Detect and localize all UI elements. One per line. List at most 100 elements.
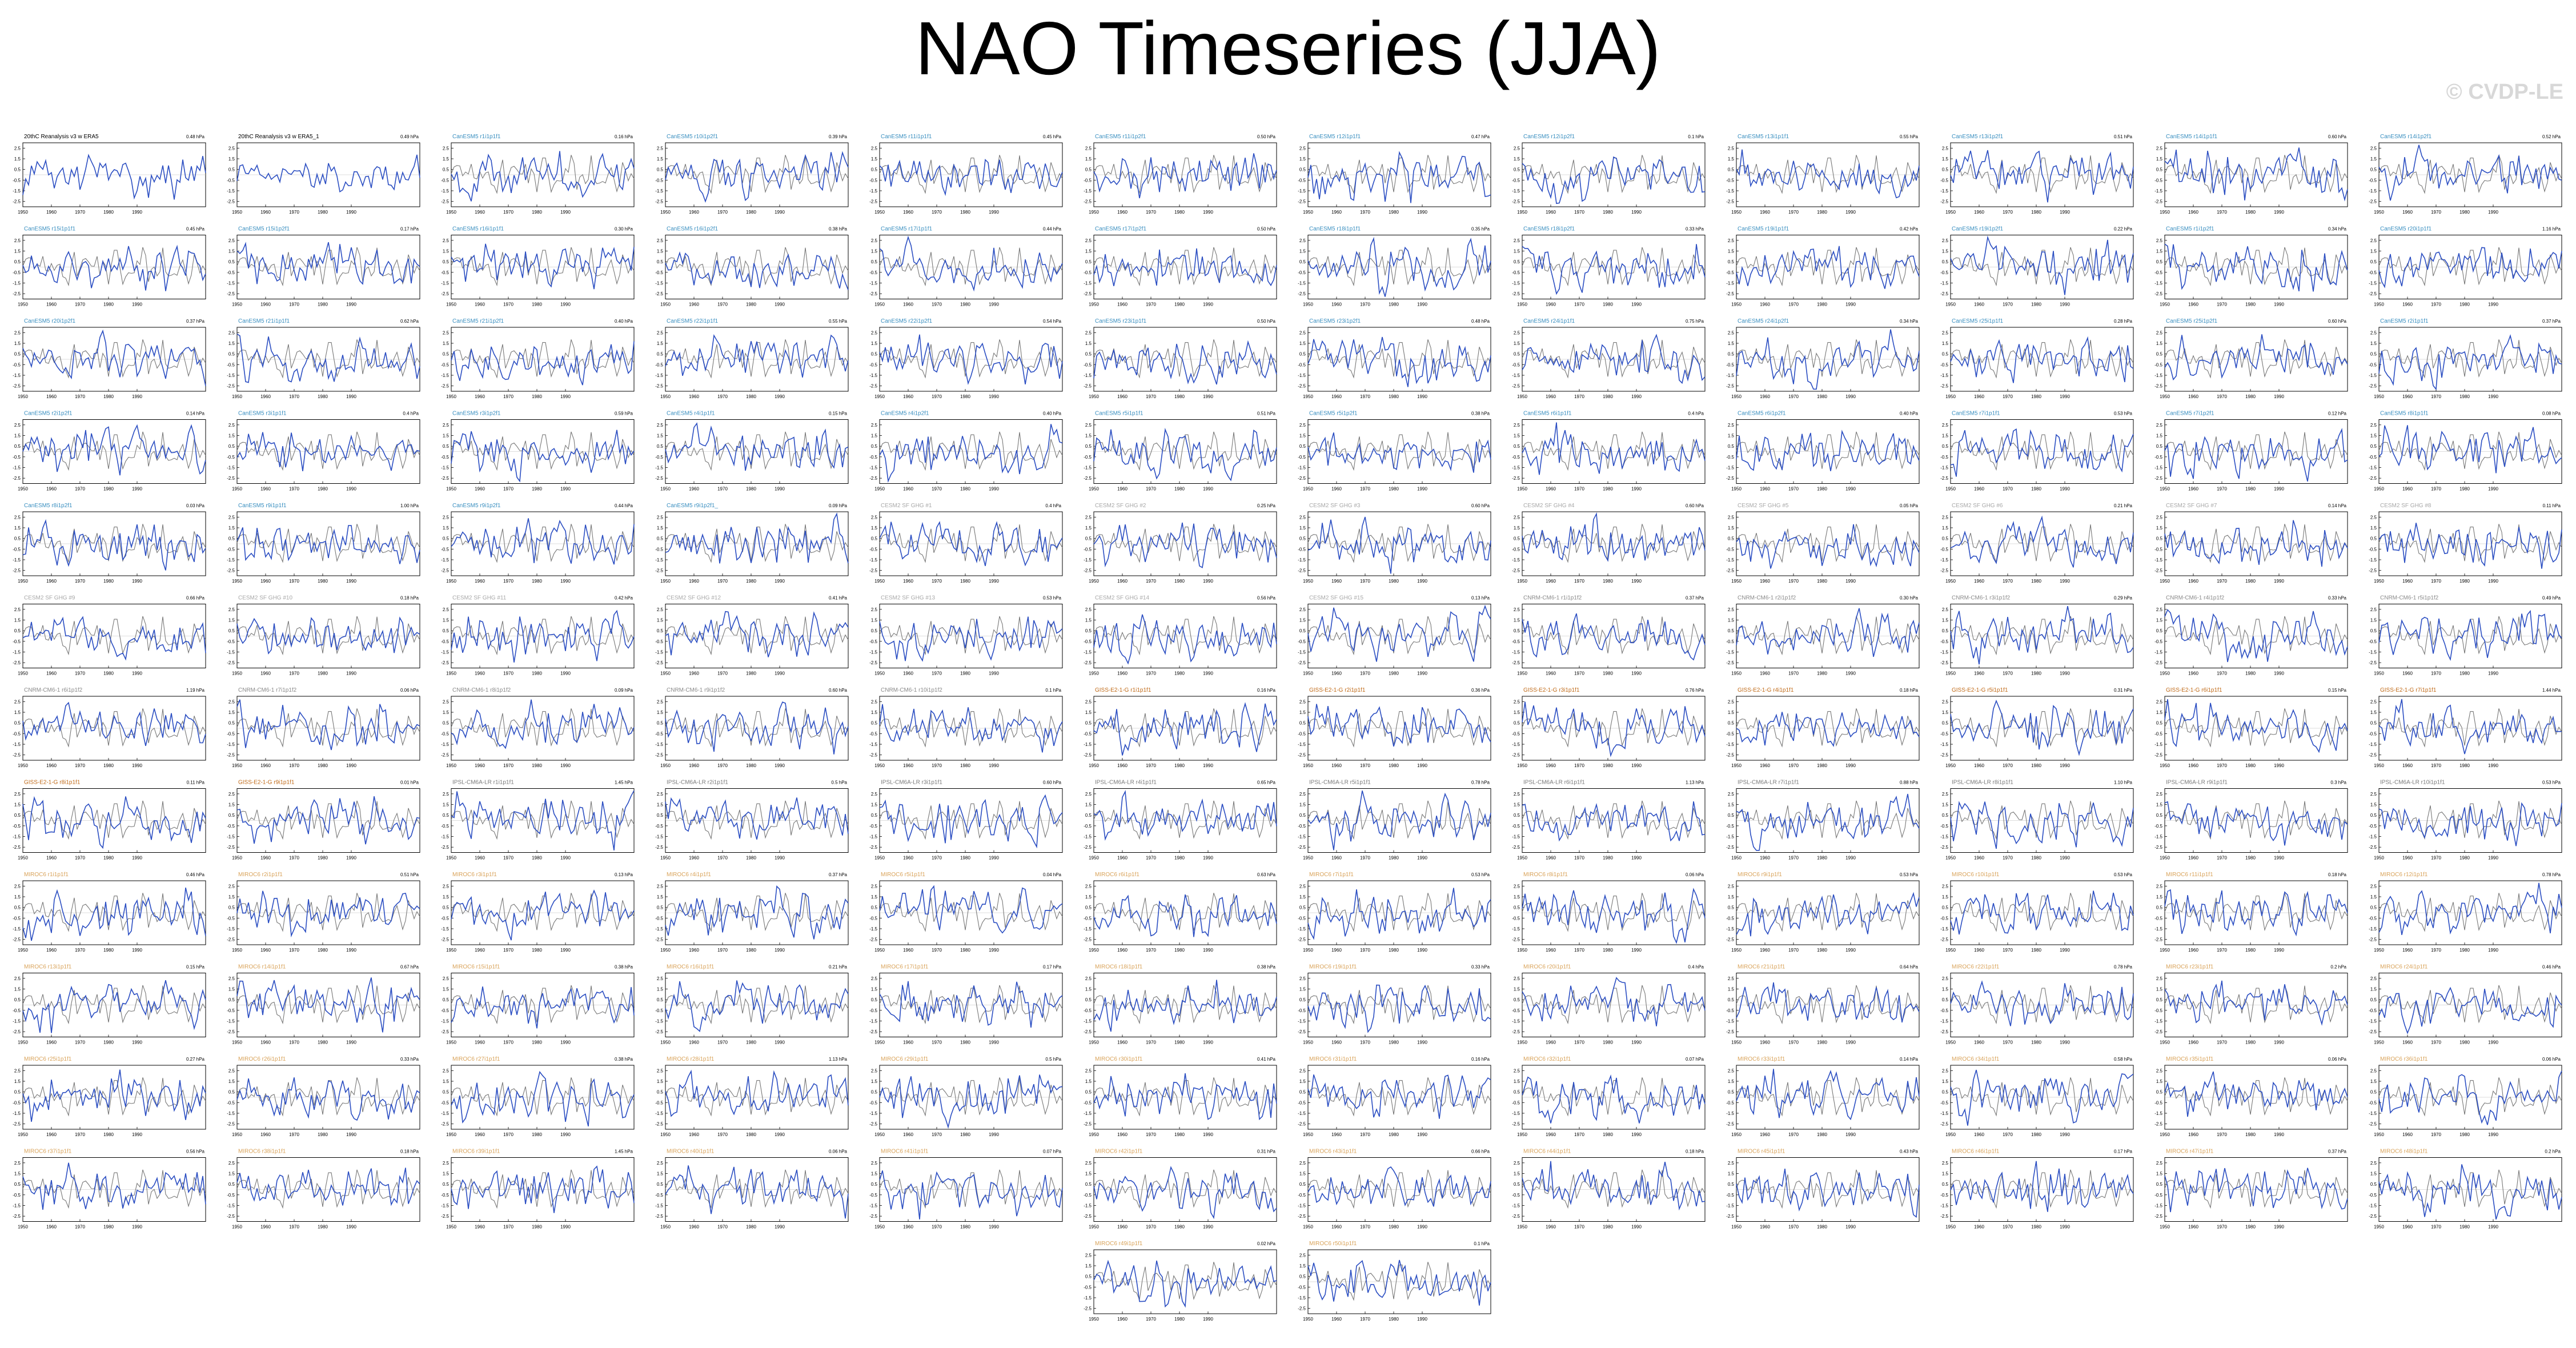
panel-title: CanESM5 r11i1p1f1 xyxy=(881,134,932,140)
x-tick-label: 1980 xyxy=(103,856,114,861)
y-tick-label: -2.5 xyxy=(655,199,663,204)
x-tick-label: 1970 xyxy=(75,210,85,215)
x-tick-label: 1960 xyxy=(1117,210,1127,215)
y-tick-label: 2.5 xyxy=(2156,238,2163,243)
y-tick-label: 1.5 xyxy=(443,710,450,715)
x-tick-label: 1980 xyxy=(103,1132,114,1137)
x-tick-label: 1980 xyxy=(532,579,542,584)
y-tick-label: 2.5 xyxy=(443,976,450,981)
x-tick-label: 1980 xyxy=(1603,1040,1613,1045)
x-tick-label: 1960 xyxy=(46,487,57,492)
panel-stat: 0.33 hPa xyxy=(1471,965,1490,970)
y-tick-label: 0.5 xyxy=(1085,628,1092,633)
x-tick-label: 1980 xyxy=(318,487,328,492)
y-tick-label: 1.5 xyxy=(657,1172,664,1177)
nao-panel: MIROC6 r11i1p1f1 0.18 hPa2.51.50.5-0.5-1.… xyxy=(2154,872,2348,953)
y-tick-label: -0.5 xyxy=(441,916,449,921)
y-tick-label: -1.5 xyxy=(13,926,21,932)
x-tick-label: 1950 xyxy=(1731,579,1742,584)
y-tick-label: 2.5 xyxy=(228,515,235,520)
y-tick-label: -1.5 xyxy=(2369,742,2377,747)
y-tick-label: 2.5 xyxy=(1728,976,1735,981)
y-tick-label: 0.5 xyxy=(657,259,664,264)
x-tick-label: 1950 xyxy=(1945,763,1956,768)
x-tick-label: 1990 xyxy=(989,1132,999,1137)
x-tick-label: 1980 xyxy=(960,1132,970,1137)
panel-stat: 0.60 hPa xyxy=(2328,319,2347,324)
x-tick-label: 1970 xyxy=(503,1040,513,1045)
y-tick-label: 0.5 xyxy=(2156,721,2163,726)
y-tick-label: 1.5 xyxy=(2370,710,2377,715)
y-tick-label: 0.5 xyxy=(871,905,878,910)
panel-title: MIROC6 r47i1p1f1 xyxy=(2166,1149,2214,1155)
x-tick-label: 1960 xyxy=(475,763,485,768)
x-tick-label: 1980 xyxy=(2031,671,2041,676)
panel-title: CanESM5 r9i1p1f1 xyxy=(238,503,287,509)
y-tick-label: -1.5 xyxy=(227,281,235,286)
nao-panel: MIROC6 r5i1p1f1 0.04 hPa2.51.50.5-0.5-1.5… xyxy=(869,872,1063,953)
y-tick-label: -0.5 xyxy=(1726,270,1734,275)
y-tick-label: 0.5 xyxy=(14,721,21,726)
x-tick-label: 1950 xyxy=(1089,1132,1099,1137)
x-tick-label: 1950 xyxy=(18,763,28,768)
x-tick-label: 1970 xyxy=(1146,1225,1156,1230)
model-series-line xyxy=(22,796,206,849)
x-tick-label: 1990 xyxy=(2060,763,2070,768)
figure-title: NAO Timeseries (JJA) xyxy=(915,6,1661,90)
y-tick-label: 1.5 xyxy=(443,341,450,346)
x-tick-label: 1970 xyxy=(2217,487,2227,492)
y-tick-label: -2.5 xyxy=(1298,291,1306,296)
panel-stat: 1.45 hPa xyxy=(615,780,633,785)
y-tick-label: 0.5 xyxy=(1728,1182,1735,1187)
y-tick-label: -2.5 xyxy=(2369,753,2377,758)
nao-panel: CNRM-CM6-1 r6i1p1f2 1.19 hPa2.51.50.5-0.5… xyxy=(13,687,206,768)
panel-title: 20thC Reanalysis v3 w ERA5_1 xyxy=(238,134,319,140)
x-tick-label: 1960 xyxy=(260,1040,271,1045)
model-series-line xyxy=(1093,340,1277,385)
x-tick-label: 1960 xyxy=(1546,302,1556,307)
x-tick-label: 1960 xyxy=(46,856,57,861)
y-tick-label: -2.5 xyxy=(441,476,449,481)
x-tick-label: 1990 xyxy=(2060,1040,2070,1045)
y-tick-label: -2.5 xyxy=(13,937,21,942)
y-tick-label: -0.5 xyxy=(1940,731,1948,736)
y-tick-label: 1.5 xyxy=(1942,249,1949,254)
y-tick-label: -1.5 xyxy=(2154,557,2162,563)
y-tick-label: 2.5 xyxy=(1085,699,1092,704)
y-tick-label: 0.5 xyxy=(1728,536,1735,541)
x-tick-label: 1970 xyxy=(2217,394,2227,399)
y-tick-label: -1.5 xyxy=(655,557,663,563)
x-tick-label: 1980 xyxy=(1174,302,1185,307)
y-tick-label: -1.5 xyxy=(2154,1019,2162,1024)
y-tick-label: -0.5 xyxy=(1940,270,1948,275)
x-tick-label: 1990 xyxy=(2488,763,2498,768)
x-tick-label: 1950 xyxy=(232,579,242,584)
x-tick-label: 1990 xyxy=(775,948,785,953)
y-tick-label: -2.5 xyxy=(1726,660,1734,665)
nao-panel: MIROC6 r49i1p1f1 0.02 hPa2.51.50.5-0.5-1.… xyxy=(1084,1241,1277,1322)
y-tick-label: -0.5 xyxy=(2154,916,2162,921)
y-tick-label: 2.5 xyxy=(871,423,878,428)
model-series-line xyxy=(1307,151,1491,203)
x-tick-label: 1980 xyxy=(1817,579,1827,584)
y-tick-label: -1.5 xyxy=(1512,1203,1520,1209)
panel-title: CanESM5 r16i1p2f1 xyxy=(667,226,718,232)
y-tick-label: 2.5 xyxy=(443,792,450,797)
x-tick-label: 1990 xyxy=(1845,487,1856,492)
y-tick-label: -1.5 xyxy=(227,835,235,840)
nao-panel: CanESM5 r5i1p2f1 0.38 hPa2.51.50.5-0.5-1.… xyxy=(1298,411,1491,492)
y-tick-label: -0.5 xyxy=(2154,639,2162,644)
panel-title: CanESM5 r2i1p2f1 xyxy=(24,411,73,417)
y-tick-label: -1.5 xyxy=(2154,466,2162,471)
panel-stat: 0.60 hPa xyxy=(2328,134,2347,139)
y-tick-label: -1.5 xyxy=(1512,835,1520,840)
x-tick-label: 1990 xyxy=(1417,763,1427,768)
x-tick-label: 1950 xyxy=(1517,394,1527,399)
x-tick-label: 1970 xyxy=(75,948,85,953)
x-tick-label: 1990 xyxy=(132,302,142,307)
x-tick-label: 1960 xyxy=(1546,1132,1556,1137)
model-series-line xyxy=(451,1070,635,1127)
x-tick-label: 1990 xyxy=(1845,1225,1856,1230)
observed-series-line xyxy=(451,431,635,471)
observed-series-line xyxy=(2378,1169,2562,1209)
